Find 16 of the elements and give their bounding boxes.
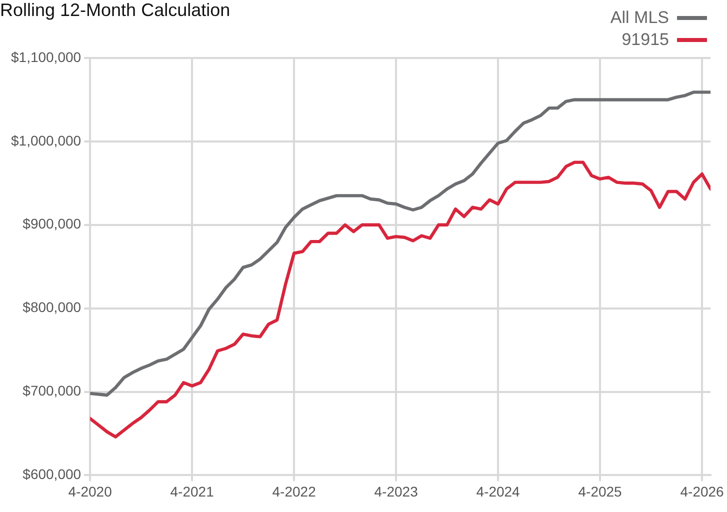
x-tick-label: 4-2021 [170,483,214,500]
x-tick-label: 4-2026 [680,483,724,500]
y-tick-label: $1,100,000 [10,48,82,65]
x-tick-label: 4-2023 [374,483,418,500]
chart-title: Rolling 12-Month Calculation [0,0,230,21]
y-tick-label: $800,000 [22,299,82,316]
y-tick-label: $700,000 [22,382,82,399]
x-tick-label: 4-2024 [476,483,520,500]
legend-label: 91915 [622,30,669,50]
legend-label: All MLS [610,8,669,28]
x-tick-label: 4-2022 [272,483,316,500]
x-tick-label: 4-2025 [578,483,622,500]
x-tick-label: 4-2020 [68,483,112,500]
y-tick-label: $1,000,000 [10,132,82,148]
y-tick-label: $900,000 [22,216,82,232]
y-tick-label: $600,000 [22,466,82,482]
